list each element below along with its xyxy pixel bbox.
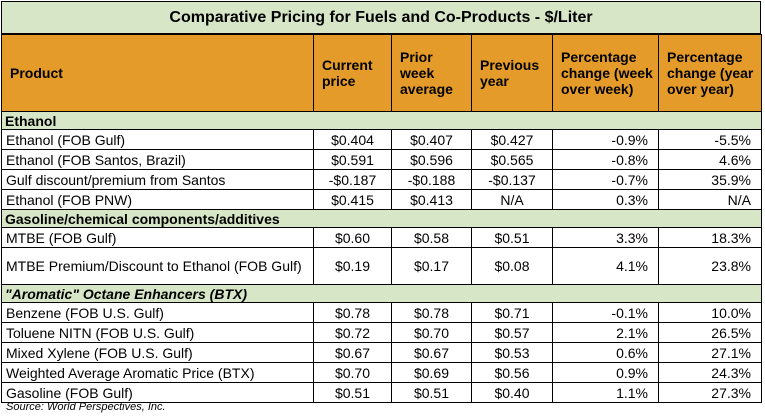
cell-current: $0.415 [313, 189, 392, 210]
cell-pct-week: -0.8% [552, 149, 659, 170]
cell-current: $0.51 [313, 382, 392, 403]
cell-pct-week: -0.9% [552, 129, 659, 150]
cell-current: $0.404 [313, 129, 392, 150]
source-note: Source: World Perspectives, Inc. [6, 401, 166, 413]
table-body: Ethanol Ethanol (FOB Gulf) $0.404 $0.407 $0.… [1, 111, 762, 403]
cell-current: $0.591 [313, 149, 392, 170]
cell-current: $0.67 [313, 342, 392, 363]
cell-previous-year: -$0.137 [471, 169, 553, 190]
header-previous-year: Previous year [471, 34, 553, 112]
cell-previous-year: $0.40 [471, 382, 553, 403]
cell-prior-week: -$0.188 [391, 169, 472, 190]
table-row: MTBE Premium/Discount to Ethanol (FOB Gu… [1, 247, 762, 285]
header-product: Product [1, 34, 314, 112]
table-title: Comparative Pricing for Fuels and Co-Pro… [1, 1, 761, 34]
section-heading: Gasoline/chemical components/additives [1, 209, 762, 228]
header-prior-week-average: Prior week average [391, 34, 472, 112]
cell-pct-week: 1.1% [552, 382, 659, 403]
section-heading: "Aromatic" Octane Enhancers (BTX) [1, 284, 762, 303]
cell-previous-year: $0.565 [471, 149, 553, 170]
cell-prior-week: $0.407 [391, 129, 472, 150]
cell-pct-year: 35.9% [658, 169, 762, 190]
cell-pct-week: 3.3% [552, 227, 659, 248]
cell-pct-year: 23.8% [658, 247, 762, 285]
cell-current: $0.72 [313, 322, 392, 343]
table-row: Mixed Xylene (FOB U.S. Gulf) $0.67 $0.67 $0… [1, 342, 762, 363]
cell-previous-year: $0.08 [471, 247, 553, 285]
cell-pct-year: 4.6% [658, 149, 762, 170]
cell-previous-year: $0.71 [471, 302, 553, 323]
cell-pct-year: 26.5% [658, 322, 762, 343]
cell-previous-year: $0.51 [471, 227, 553, 248]
pricing-table: Product Current price Prior week average… [1, 34, 762, 403]
cell-pct-year: 24.3% [658, 362, 762, 383]
cell-product: Ethanol (FOB PNW) [1, 189, 314, 210]
cell-pct-year: 18.3% [658, 227, 762, 248]
cell-previous-year: $0.53 [471, 342, 553, 363]
table-row: Toluene NITN (FOB U.S. Gulf) $0.72 $0.70 $0… [1, 322, 762, 343]
cell-previous-year: $0.427 [471, 129, 553, 150]
header-pct-year: Percentage change (year over year) [658, 34, 762, 112]
cell-pct-year: -5.5% [658, 129, 762, 150]
cell-pct-week: 4.1% [552, 247, 659, 285]
cell-pct-week: 0.3% [552, 189, 659, 210]
section-header-row: "Aromatic" Octane Enhancers (BTX) [1, 284, 762, 303]
cell-prior-week: $0.17 [391, 247, 472, 285]
cell-product: MTBE Premium/Discount to Ethanol (FOB Gu… [1, 247, 314, 285]
cell-product: Gasoline (FOB Gulf) [1, 382, 314, 403]
cell-product: Ethanol (FOB Santos, Brazil) [1, 149, 314, 170]
cell-product: Ethanol (FOB Gulf) [1, 129, 314, 150]
header-current-price: Current price [313, 34, 392, 112]
section-header-row: Ethanol [1, 111, 762, 130]
table-row: Ethanol (FOB Gulf) $0.404 $0.407 $0.427 -0.9… [1, 129, 762, 150]
cell-pct-week: -0.7% [552, 169, 659, 190]
cell-product: Toluene NITN (FOB U.S. Gulf) [1, 322, 314, 343]
table-row: Gasoline (FOB Gulf) $0.51 $0.51 $0.40 1.1% 27… [1, 382, 762, 403]
cell-prior-week: $0.78 [391, 302, 472, 323]
table-row: Weighted Average Aromatic Price (BTX) $0.… [1, 362, 762, 383]
cell-pct-week: 0.9% [552, 362, 659, 383]
cell-product: Mixed Xylene (FOB U.S. Gulf) [1, 342, 314, 363]
cell-product: Benzene (FOB U.S. Gulf) [1, 302, 314, 323]
section-header-row: Gasoline/chemical components/additives [1, 209, 762, 228]
table-row: Ethanol (FOB PNW) $0.415 $0.413 N/A 0.3% N/A [1, 189, 762, 210]
cell-prior-week: $0.67 [391, 342, 472, 363]
cell-prior-week: $0.51 [391, 382, 472, 403]
cell-previous-year: $0.57 [471, 322, 553, 343]
cell-previous-year: $0.56 [471, 362, 553, 383]
cell-previous-year: N/A [471, 189, 553, 210]
table-row: MTBE (FOB Gulf) $0.60 $0.58 $0.51 3.3% 18.3% [1, 227, 762, 248]
cell-pct-week: -0.1% [552, 302, 659, 323]
cell-current: $0.78 [313, 302, 392, 323]
cell-pct-year: 10.0% [658, 302, 762, 323]
cell-product: MTBE (FOB Gulf) [1, 227, 314, 248]
cell-current: $0.70 [313, 362, 392, 383]
cell-prior-week: $0.69 [391, 362, 472, 383]
cell-prior-week: $0.413 [391, 189, 472, 210]
table-row: Ethanol (FOB Santos, Brazil) $0.591 $0.596… [1, 149, 762, 170]
cell-pct-year: N/A [658, 189, 762, 210]
cell-current: -$0.187 [313, 169, 392, 190]
cell-pct-year: 27.1% [658, 342, 762, 363]
cell-pct-week: 0.6% [552, 342, 659, 363]
cell-prior-week: $0.70 [391, 322, 472, 343]
cell-pct-year: 27.3% [658, 382, 762, 403]
cell-product: Weighted Average Aromatic Price (BTX) [1, 362, 314, 383]
cell-current: $0.60 [313, 227, 392, 248]
table-row: Gulf discount/premium from Santos -$0.187… [1, 169, 762, 190]
cell-prior-week: $0.58 [391, 227, 472, 248]
section-heading: Ethanol [1, 111, 762, 130]
cell-pct-week: 2.1% [552, 322, 659, 343]
header-pct-week: Percentage change (week over week) [552, 34, 659, 112]
cell-product: Gulf discount/premium from Santos [1, 169, 314, 190]
cell-current: $0.19 [313, 247, 392, 285]
header-row: Product Current price Prior week average… [1, 34, 762, 112]
table-row: Benzene (FOB U.S. Gulf) $0.78 $0.78 $0.71 -0… [1, 302, 762, 323]
cell-prior-week: $0.596 [391, 149, 472, 170]
